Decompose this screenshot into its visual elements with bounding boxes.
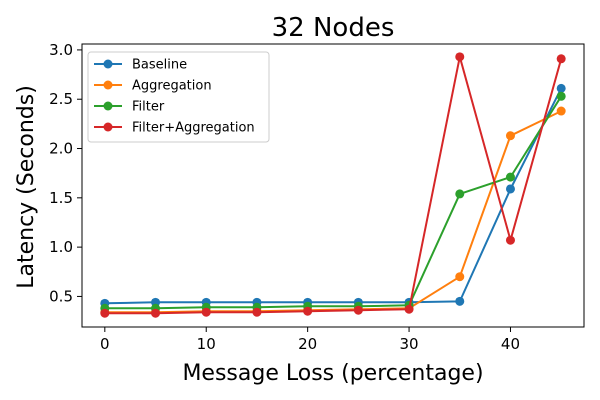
data-point-filter-aggregation — [151, 308, 161, 318]
x-tick-label: 30 — [400, 335, 419, 353]
series-filter-aggregation — [100, 52, 566, 318]
data-point-filter — [556, 91, 566, 101]
y-tick-label: 1.0 — [49, 238, 73, 256]
legend-label-filter: Filter — [132, 100, 165, 115]
data-point-filter-aggregation — [100, 308, 110, 318]
legend-label-baseline: Baseline — [132, 58, 187, 73]
data-point-aggregation — [556, 106, 566, 116]
legend-label-aggregation: Aggregation — [132, 79, 212, 94]
y-tick-label: 1.5 — [49, 189, 73, 207]
data-point-aggregation — [505, 131, 515, 141]
series-line-filter-aggregation — [104, 55, 563, 315]
data-point-filter-aggregation — [303, 306, 313, 316]
legend-marker-filter-aggregation — [103, 122, 113, 132]
plot-frame — [81, 43, 585, 328]
data-point-filter-aggregation — [505, 235, 515, 245]
y-tick-label: 0.5 — [49, 287, 73, 305]
data-point-baseline — [505, 184, 515, 194]
legend-label-filter-aggregation: Filter+Aggregation — [132, 121, 255, 136]
legend-box — [87, 51, 270, 143]
legend-marker-filter — [103, 101, 113, 111]
y-tick-label: 2.0 — [49, 140, 73, 158]
data-point-filter-aggregation — [455, 52, 465, 62]
data-point-aggregation — [455, 272, 465, 282]
data-point-filter — [455, 189, 465, 199]
x-tick-label: 40 — [501, 335, 520, 353]
legend-marker-aggregation — [103, 80, 113, 90]
legend: Baseline Aggregation Filter Filter+Aggregat… — [87, 51, 270, 143]
data-point-baseline — [556, 83, 566, 93]
data-point-filter-aggregation — [201, 307, 211, 317]
series-line-baseline — [104, 87, 563, 305]
x-tick-label: 0 — [100, 335, 110, 353]
data-point-filter — [505, 172, 515, 182]
y-tick-label: 3.0 — [49, 41, 73, 59]
y-axis-label: Latency (Seconds) — [14, 85, 39, 289]
chart-title: 32 Nodes — [272, 13, 395, 43]
data-point-baseline — [455, 296, 465, 306]
y-tick-label: 2.5 — [49, 90, 73, 108]
data-point-filter-aggregation — [353, 305, 363, 315]
data-point-filter-aggregation — [252, 307, 262, 317]
x-tick-label: 20 — [298, 335, 317, 353]
plot-area: 0 10 20 30 40 0.5 1.0 1.5 2.0 2.5 3.0 — [49, 41, 585, 353]
series-line-filter — [104, 95, 563, 310]
x-axis-label: Message Loss (percentage) — [182, 361, 483, 386]
data-point-filter-aggregation — [404, 304, 414, 314]
data-point-filter-aggregation — [556, 54, 566, 64]
x-tick-label: 10 — [197, 335, 216, 353]
legend-marker-baseline — [103, 59, 113, 69]
